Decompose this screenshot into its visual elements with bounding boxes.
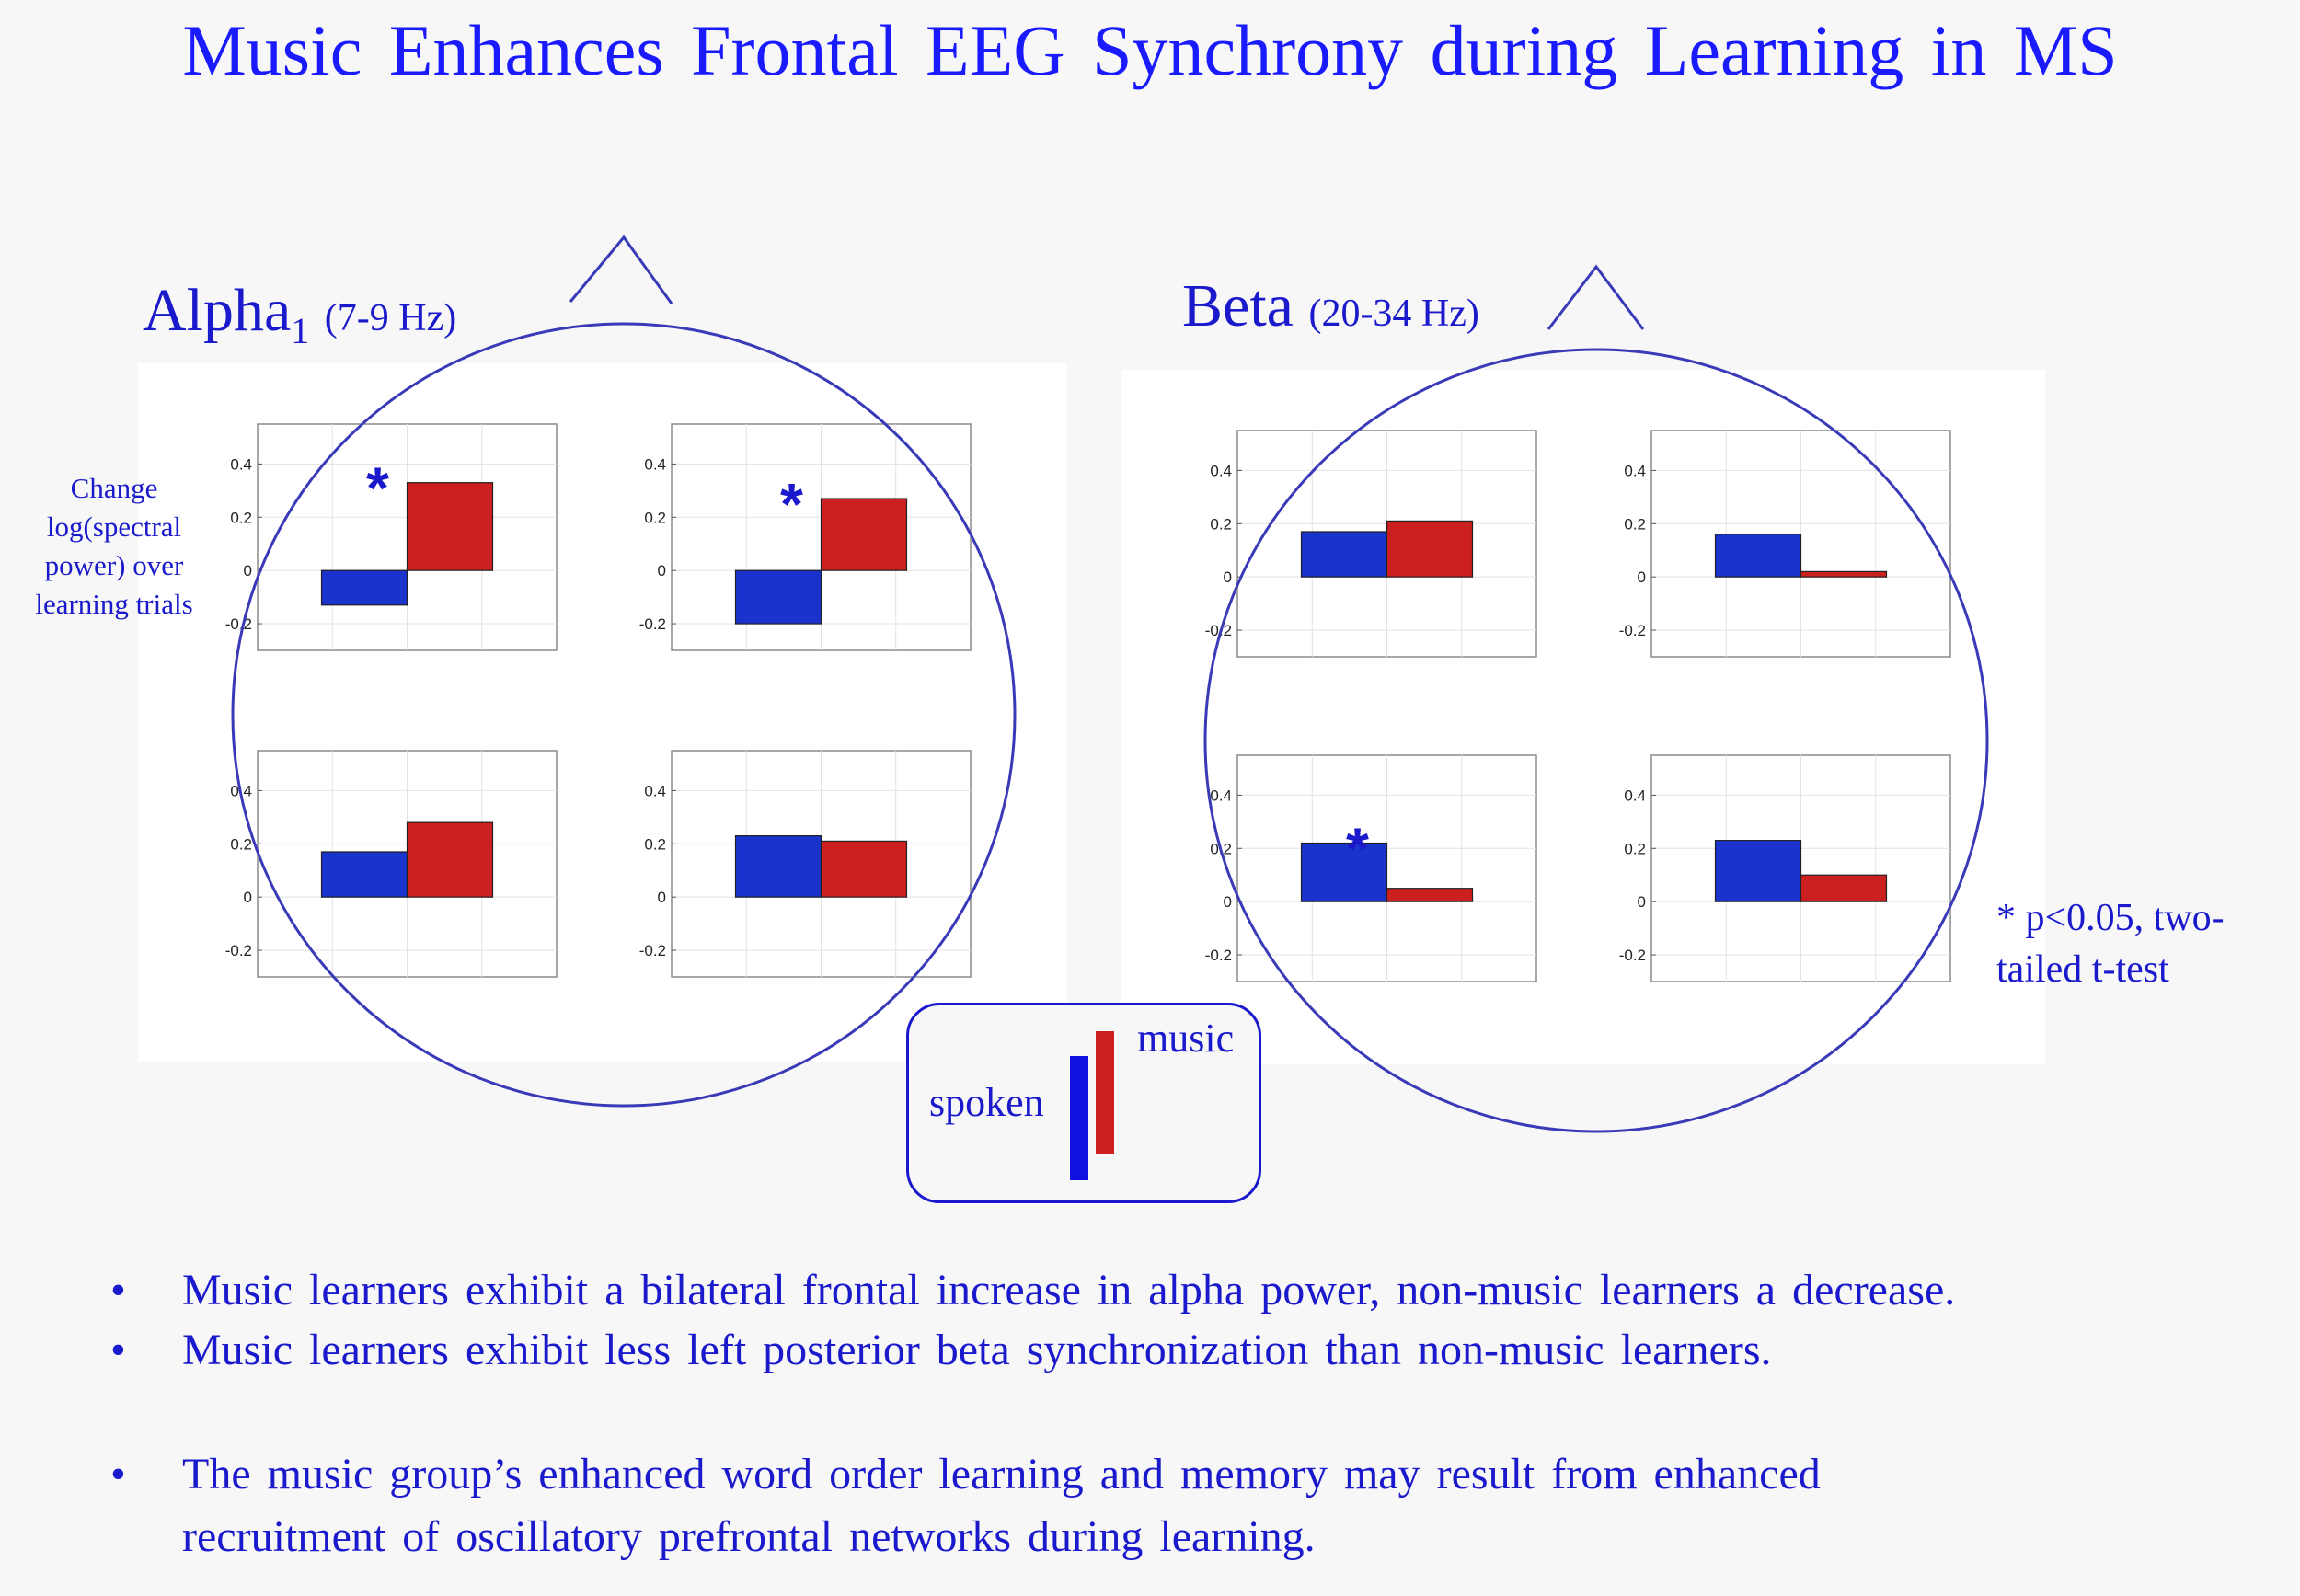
tick-label: 0 — [244, 562, 252, 580]
legend-music-label: music — [1137, 1016, 1235, 1061]
alpha-left-frontal-plot: -0.2 0 0.2 0.4 * — [212, 419, 566, 658]
tick-label: -0.2 — [1205, 622, 1232, 639]
beta-right-frontal-plot: -0.2 0 0.2 0.4 — [1605, 425, 1960, 664]
tick-label: 0.4 — [230, 455, 252, 473]
beta-head-nose — [1547, 264, 1645, 330]
tick-label: -0.2 — [225, 615, 252, 633]
bar-spoken — [320, 569, 408, 606]
tick-label: 0.4 — [1624, 462, 1646, 479]
bar-spoken — [1300, 842, 1388, 902]
tick-label: 0.2 — [644, 509, 666, 526]
tick-label: 0 — [1224, 893, 1232, 911]
beta-right-posterior-svg: -0.2 0 0.2 0.4 — [1619, 754, 1951, 982]
bar-music — [406, 482, 494, 571]
alpha-left-posterior-svg: -0.2 0 0.2 0.4 — [225, 750, 558, 978]
tick-label: 0.4 — [230, 782, 252, 799]
tick-label: 0.4 — [644, 455, 666, 473]
tick-label: 0 — [658, 562, 666, 580]
bullet-dot: • — [110, 1266, 126, 1315]
beta-left-frontal-svg: -0.2 0 0.2 0.4 — [1205, 430, 1537, 658]
bar-spoken — [1714, 840, 1802, 902]
significance-note: * p<0.05, two-tailed t-test — [1996, 897, 2225, 991]
tick-label: 0.2 — [1210, 515, 1232, 533]
tick-label: 0.4 — [644, 782, 666, 799]
tick-label: -0.2 — [639, 615, 666, 633]
slide-title: Music Enhances Frontal EEG Synchrony dur… — [182, 10, 2118, 90]
bar-spoken — [1714, 534, 1802, 578]
tick-label: 0.2 — [644, 835, 666, 853]
beta-band-title: Beta (20-34 Hz) — [1182, 271, 1479, 341]
significance-star: * — [366, 455, 389, 522]
legend-music-bar — [1096, 1031, 1114, 1154]
tick-label: 0 — [1638, 568, 1646, 586]
alpha-band-range: (7-9 Hz) — [324, 297, 457, 339]
tick-label: -0.2 — [639, 942, 666, 959]
legend-spoken-label: spoken — [929, 1080, 1044, 1125]
tick-label: 0 — [1224, 568, 1232, 586]
beta-band-name: Beta — [1182, 272, 1294, 339]
alpha-right-posterior-svg: -0.2 0 0.2 0.4 — [639, 750, 972, 978]
bar-music — [820, 840, 908, 898]
beta-right-frontal-svg: -0.2 0 0.2 0.4 — [1619, 430, 1951, 658]
tick-label: -0.2 — [1205, 947, 1232, 964]
tick-label: 0.2 — [1210, 840, 1232, 857]
bar-spoken — [734, 569, 822, 625]
tick-label: -0.2 — [1619, 947, 1646, 964]
bullet-text: The music group’s enhanced word order le… — [182, 1450, 1821, 1498]
bar-spoken — [320, 851, 408, 898]
tick-label: 0.4 — [1624, 787, 1646, 804]
bar-music — [1800, 570, 1888, 578]
tick-label: 0 — [658, 889, 666, 906]
bullet-dot: • — [110, 1326, 126, 1374]
bullet-text: Music learners exhibit less left posteri… — [182, 1326, 1772, 1374]
tick-label: 0 — [244, 889, 252, 906]
alpha-left-frontal-svg: -0.2 0 0.2 0.4 * — [225, 423, 558, 651]
tick-label: 0.2 — [1624, 515, 1646, 533]
alpha-right-frontal-svg: -0.2 0 0.2 0.4 * — [639, 423, 972, 651]
beta-right-posterior-plot: -0.2 0 0.2 0.4 — [1605, 750, 1960, 989]
alpha-head-nose — [569, 235, 673, 304]
beta-band-range: (20-34 Hz) — [1308, 293, 1479, 335]
tick-label: 0.4 — [1210, 787, 1232, 804]
legend-spoken-bar — [1070, 1056, 1088, 1180]
beta-left-posterior-plot: -0.2 0 0.2 0.4 * — [1191, 750, 1546, 989]
alpha-right-posterior-plot: -0.2 0 0.2 0.4 — [626, 745, 980, 984]
bar-music — [1386, 888, 1474, 902]
beta-left-frontal-plot: -0.2 0 0.2 0.4 — [1191, 425, 1546, 664]
tick-label: -0.2 — [225, 942, 252, 959]
bar-music — [1386, 520, 1474, 578]
alpha-band-title: Alpha1 (7-9 Hz) — [143, 276, 456, 352]
beta-left-posterior-svg: -0.2 0 0.2 0.4 * — [1205, 754, 1537, 982]
tick-label: 0.4 — [1210, 462, 1232, 479]
alpha-left-posterior-plot: -0.2 0 0.2 0.4 — [212, 745, 566, 984]
tick-label: -0.2 — [1619, 622, 1646, 639]
bullet-dot: • — [110, 1450, 126, 1498]
y-axis-label: Change log(spectral power) over learning… — [35, 472, 193, 620]
legend-box: spoken music — [906, 1003, 1261, 1203]
alpha-right-frontal-plot: -0.2 0 0.2 0.4 * — [626, 419, 980, 658]
bar-spoken — [1300, 531, 1388, 578]
alpha-band-subscript: 1 — [291, 310, 310, 351]
bar-music — [1800, 874, 1888, 902]
significance-star: * — [1346, 816, 1369, 882]
tick-label: 0.2 — [230, 835, 252, 853]
bar-spoken — [734, 835, 822, 898]
bar-music — [406, 821, 494, 898]
tick-label: 0.2 — [1624, 840, 1646, 857]
significance-star: * — [780, 471, 803, 537]
bullet-text: recruitment of oscillatory prefrontal ne… — [182, 1512, 1316, 1561]
bar-music — [820, 498, 908, 571]
alpha-band-name: Alpha — [143, 277, 292, 344]
tick-label: 0 — [1638, 893, 1646, 911]
bullet-text: Music learners exhibit a bilateral front… — [182, 1266, 1956, 1315]
tick-label: 0.2 — [230, 509, 252, 526]
